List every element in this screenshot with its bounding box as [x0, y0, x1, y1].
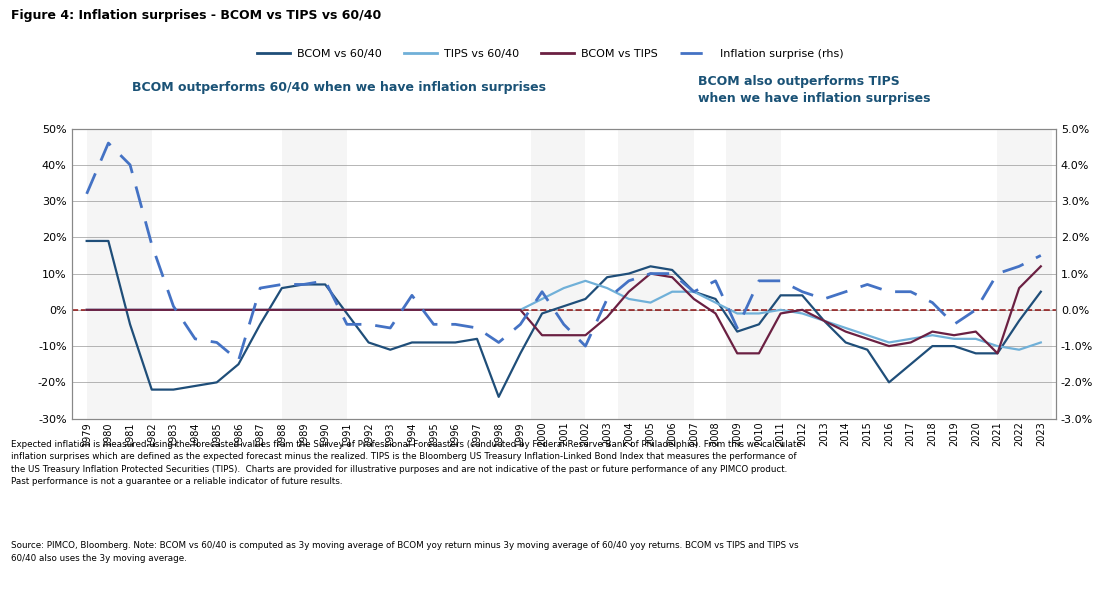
Bar [531, 129, 585, 419]
Text: BCOM also outperforms TIPS
when we have inflation surprises: BCOM also outperforms TIPS when we have … [698, 75, 931, 105]
Bar [618, 129, 694, 419]
Bar [282, 129, 346, 419]
Legend: BCOM vs 60/40, TIPS vs 60/40, BCOM vs TIPS, Inflation surprise (rhs): BCOM vs 60/40, TIPS vs 60/40, BCOM vs TI… [252, 44, 848, 63]
Bar [998, 129, 1052, 419]
Bar [726, 129, 781, 419]
Text: Expected inflation is measured using the forecasted values from the Survey of Pr: Expected inflation is measured using the… [11, 440, 802, 486]
Text: Figure 4: Inflation surprises - BCOM vs TIPS vs 60/40: Figure 4: Inflation surprises - BCOM vs … [11, 9, 382, 22]
Bar [87, 129, 152, 419]
Text: Source: PIMCO, Bloomberg. Note: BCOM vs 60/40 is computed as 3y moving average o: Source: PIMCO, Bloomberg. Note: BCOM vs … [11, 541, 799, 563]
Text: BCOM outperforms 60/40 when we have inflation surprises: BCOM outperforms 60/40 when we have infl… [132, 81, 546, 94]
